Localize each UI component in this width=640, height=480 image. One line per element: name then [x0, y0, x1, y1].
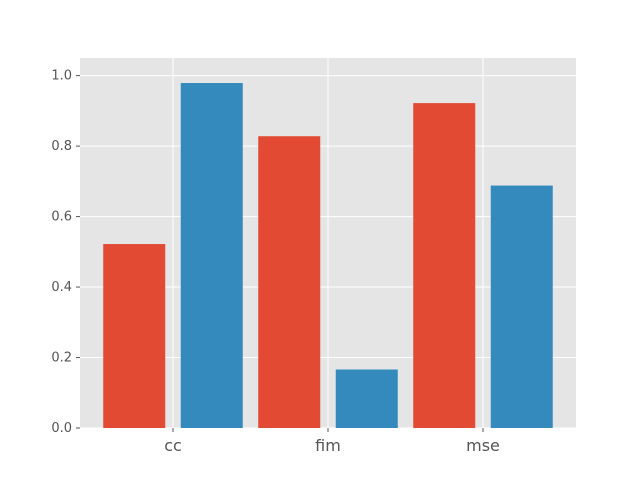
- y-tick-label: 1.0: [51, 69, 72, 84]
- y-tick-label: 0.0: [51, 421, 72, 436]
- x-tick-label: fim: [315, 436, 341, 455]
- x-tick-label: mse: [466, 436, 500, 455]
- bar-fim-series-2: [335, 369, 398, 428]
- bar-cc-series-1: [103, 244, 166, 428]
- bar-mse-series-2: [490, 185, 553, 428]
- y-tick-label: 0.2: [51, 351, 72, 366]
- y-tick-label: 0.6: [51, 210, 72, 225]
- x-tick-label: cc: [164, 436, 182, 455]
- bar-mse-series-1: [413, 103, 476, 428]
- y-tick-label: 0.4: [51, 280, 72, 295]
- x-axis-ticks: cc fim mse: [164, 428, 500, 455]
- bars: [103, 83, 553, 429]
- bar-cc-series-2: [180, 83, 243, 429]
- y-axis-ticks: 0.0 0.2 0.4 0.6 0.8 1.0: [51, 69, 80, 436]
- y-tick-label: 0.8: [51, 139, 72, 154]
- bar-fim-series-1: [258, 136, 321, 428]
